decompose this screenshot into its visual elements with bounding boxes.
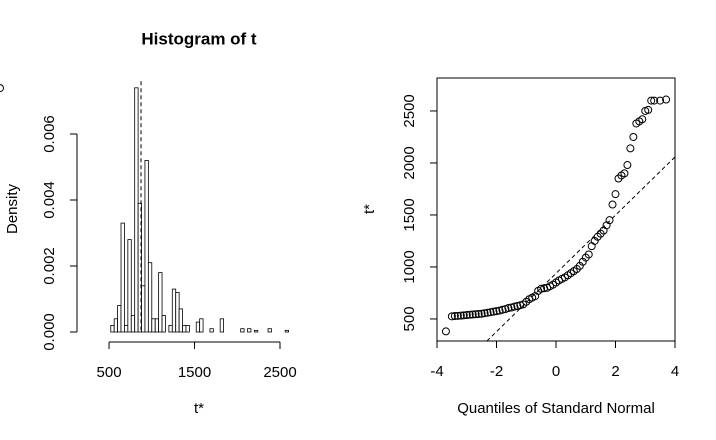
bar [178, 308, 183, 333]
y-tick-label: 2000 [401, 146, 418, 179]
y-axis-label: Density [4, 183, 21, 234]
bar [284, 329, 289, 333]
bar [151, 318, 156, 333]
point [662, 95, 671, 104]
x-tick-label: 0 [552, 363, 560, 380]
point [626, 144, 635, 153]
bar [247, 328, 252, 333]
point [450, 312, 459, 321]
point [605, 216, 614, 225]
bar [141, 285, 146, 333]
point [477, 309, 486, 318]
x-tick-label: 2500 [263, 364, 296, 381]
y-tick-label: 0.004 [41, 181, 58, 219]
point [498, 305, 507, 314]
point [459, 311, 468, 320]
bar [127, 239, 132, 333]
point [468, 310, 477, 319]
point [480, 309, 489, 318]
point [656, 96, 665, 105]
bar [113, 318, 118, 333]
bar [182, 324, 187, 333]
y-tick-label: 500 [401, 306, 418, 331]
point [537, 284, 546, 293]
bar [154, 318, 160, 333]
point [0, 84, 4, 93]
y-tick-label: 0.000 [41, 313, 58, 351]
y-tick-label: 2500 [401, 94, 418, 127]
y-tick-label: 1500 [401, 198, 418, 231]
bar [209, 328, 214, 333]
point [584, 250, 593, 259]
point [474, 309, 483, 318]
point [510, 302, 519, 311]
bar [185, 324, 190, 333]
point [486, 308, 495, 317]
bar [171, 288, 177, 333]
point [629, 132, 638, 141]
point [611, 190, 620, 199]
y-tick-label: 1000 [401, 250, 418, 283]
bar [253, 329, 259, 333]
point [456, 311, 465, 320]
x-tick-label: 500 [97, 364, 122, 381]
x-axis-label: Quantiles of Standard Normal [457, 400, 655, 417]
bar [175, 291, 180, 333]
bar [130, 315, 136, 333]
bar [120, 222, 125, 333]
chart-title: Histogram of t [141, 29, 257, 48]
bar [161, 315, 166, 333]
bar [267, 328, 272, 333]
point [623, 161, 632, 170]
x-tick-label: -4 [430, 363, 443, 380]
bar [137, 202, 142, 333]
point [471, 310, 480, 319]
point [620, 169, 629, 178]
point [492, 307, 501, 316]
bar [144, 159, 149, 333]
point [587, 242, 596, 251]
bar [134, 87, 139, 333]
x-tick-label: 2 [611, 363, 619, 380]
x-tick-label: 1500 [178, 364, 211, 381]
point [608, 200, 617, 209]
bar [199, 318, 204, 333]
bar [147, 262, 153, 333]
point [650, 96, 659, 105]
bar [117, 305, 122, 333]
point [513, 301, 522, 310]
bar [240, 328, 245, 333]
bar [219, 318, 224, 333]
x-tick-label: 4 [671, 363, 679, 380]
point [462, 311, 471, 320]
point [489, 307, 498, 316]
x-tick-label: -2 [490, 363, 503, 380]
point [441, 327, 450, 336]
bar [168, 324, 173, 333]
y-tick-label: 0.002 [41, 247, 58, 285]
point [647, 96, 656, 105]
x-axis-label: t* [194, 400, 204, 417]
point [644, 105, 653, 114]
point [465, 310, 474, 319]
y-tick-label: 0.006 [41, 115, 58, 153]
bar [110, 324, 115, 333]
bar [158, 272, 163, 333]
point [638, 115, 647, 124]
point [602, 221, 611, 230]
point [504, 304, 513, 313]
bar [124, 324, 129, 333]
point [483, 308, 492, 317]
bar [195, 321, 201, 333]
qq-line [486, 156, 676, 342]
point [447, 312, 456, 321]
y-axis-label: t* [361, 204, 378, 214]
point [453, 311, 462, 320]
